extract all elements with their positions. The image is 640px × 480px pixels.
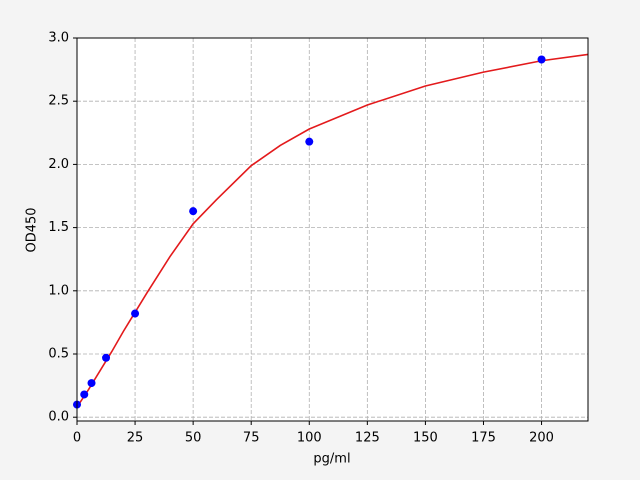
data-point [102,353,111,362]
x-tick-label: 125 [355,431,380,446]
x-tick-label: 175 [471,431,496,446]
x-tick-label: 75 [243,431,260,446]
data-point [87,379,96,388]
x-axis-label: pg/ml [313,452,350,467]
plot-frame [76,37,589,422]
fit-curve [77,53,588,408]
plot-area [77,38,588,421]
x-tick-label: 50 [185,431,202,446]
x-tick-label: 100 [297,431,322,446]
y-tick-label: 1.0 [48,283,69,298]
y-tick-label: 1.5 [48,220,69,235]
y-tick-label: 2.0 [48,157,69,172]
x-tick-label: 200 [529,431,554,446]
data-point [305,137,314,146]
data-point [131,309,140,318]
x-tick-label: 0 [73,431,81,446]
data-point [80,390,89,399]
data-point [189,207,198,216]
data-point [537,55,546,64]
x-tick-label: 150 [413,431,438,446]
y-tick-label: 0.5 [48,347,69,362]
y-tick-label: 2.5 [48,94,69,109]
y-tick-label: 3.0 [48,31,69,46]
y-axis-label: OD450 [25,207,40,252]
y-tick-label: 0.0 [48,410,69,425]
x-tick-label: 25 [127,431,144,446]
